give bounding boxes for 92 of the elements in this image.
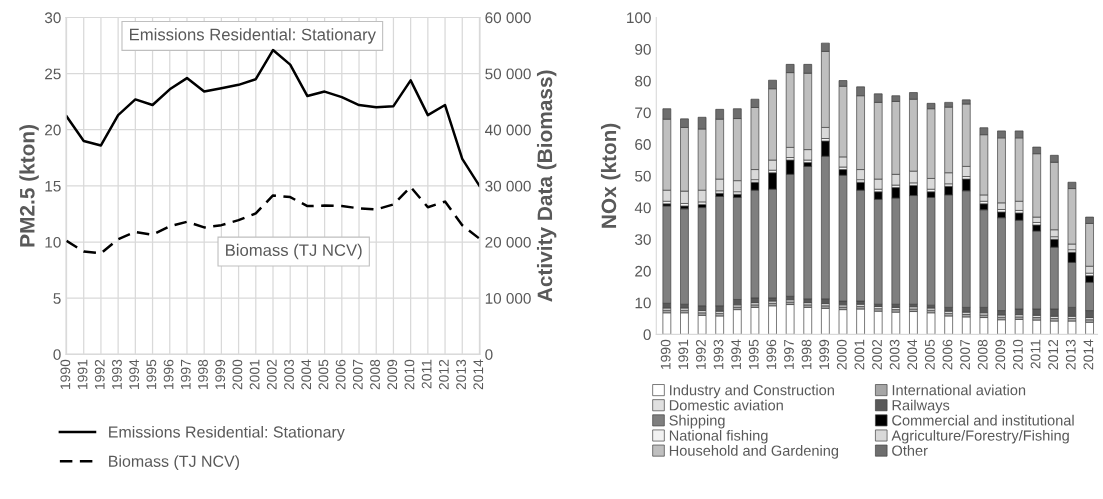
x-tick-label: 2002	[872, 339, 882, 370]
legend-label: Household and Gardening	[669, 445, 839, 459]
y-tick-label: 90	[635, 44, 651, 55]
y2-tick-label: 0	[485, 349, 493, 360]
x-tick-label: 2011	[1030, 339, 1041, 369]
x-tick-label: 2010	[1013, 339, 1023, 370]
y2-tick-label: 40 000	[485, 124, 531, 136]
y-tick-label: 60	[635, 139, 651, 150]
y-tick-label: 25	[45, 68, 61, 80]
y-tick-label: 20	[635, 265, 651, 277]
y2-tick-label: 10 000	[485, 293, 531, 304]
x-tick-label: 1996	[163, 359, 174, 389]
y-tick-label: 0	[53, 349, 61, 360]
legend-label: Railways	[892, 399, 950, 414]
x-tick-label: 1997	[180, 359, 191, 389]
x-tick-label: 1991	[77, 359, 88, 389]
x-tick-label: 2005	[318, 359, 329, 390]
y-tick-label: 30	[44, 12, 61, 24]
x-tick-label: 1997	[784, 339, 794, 370]
x-tick-label: 2006	[335, 359, 346, 390]
x-tick-label: 2008	[977, 339, 988, 370]
legend-label: Emissions Residential: Stationary	[109, 425, 345, 441]
y-axis-title: PM2.5 (kton)	[19, 124, 39, 247]
y-tick-label: 30	[635, 234, 651, 245]
x-tick-label: 1992	[695, 339, 706, 370]
y2-tick-label: 20 000	[485, 236, 531, 248]
x-tick-label: 2014	[473, 359, 484, 390]
y-tick-label: 10	[635, 297, 651, 309]
x-tick-label: 2007	[352, 359, 363, 390]
x-tick-label: 2010	[404, 359, 415, 390]
x-tick-label: 2000	[232, 359, 243, 390]
x-tick-label: 1998	[198, 359, 208, 389]
x-tick-label: 2004	[907, 339, 918, 370]
x-tick-label: 1999	[819, 339, 830, 370]
y2-axis-title: Activity Data (Biomass)	[536, 70, 557, 302]
annotation: Biomass (TJ NCV)	[226, 243, 362, 260]
y-axis-title: NOx (kton)	[600, 123, 621, 228]
x-tick-label: 1990	[660, 339, 671, 370]
legend-label: Other	[892, 445, 928, 456]
x-tick-label: 1993	[713, 339, 724, 370]
y-tick-label: 80	[635, 75, 651, 87]
x-tick-label: 2013	[456, 359, 466, 390]
x-tick-label: 2012	[438, 359, 449, 390]
x-tick-label: 1995	[748, 339, 759, 370]
y-tick-label: 100	[627, 12, 651, 24]
legend-label: Domestic aviation	[669, 399, 783, 411]
x-tick-label: 2000	[836, 339, 847, 370]
x-tick-label: 1994	[129, 359, 140, 389]
y-tick-label: 0	[643, 329, 651, 341]
legend-label: Biomass (TJ NCV)	[109, 455, 240, 471]
x-tick-label: 2009	[387, 359, 398, 390]
x-tick-label: 1994	[731, 339, 742, 370]
x-tick-label: 2002	[266, 359, 277, 390]
x-tick-label: 1999	[215, 359, 226, 389]
y-tick-label: 15	[45, 180, 61, 192]
x-tick-label: 2005	[924, 339, 935, 370]
x-tick-label: 1993	[112, 359, 122, 389]
y-tick-label: 50	[635, 170, 651, 182]
legend-label: Shipping	[669, 414, 725, 429]
x-tick-label: 2014	[1083, 339, 1094, 370]
x-tick-label: 2012	[1048, 339, 1059, 370]
x-tick-label: 2001	[249, 359, 260, 390]
x-tick-label: 2003	[284, 359, 294, 390]
legend-label: National fishing	[669, 429, 768, 444]
legend-label: Agriculture/Forestry/Fishing	[891, 429, 1069, 444]
x-tick-label: 1996	[766, 339, 777, 370]
y-tick-label: 40	[634, 202, 651, 214]
x-tick-label: 2008	[370, 359, 380, 390]
legend-label: Industry and Construction	[670, 384, 834, 399]
x-tick-label: 1990	[60, 359, 71, 389]
legend-label: Commercial and institutional	[892, 414, 1074, 426]
y-tick-label: 70	[635, 107, 651, 119]
y2-tick-label: 30 000	[485, 180, 531, 192]
y-tick-label: 5	[53, 293, 61, 304]
x-tick-label: 2006	[942, 339, 953, 370]
annotation: Emissions Residential: Stationary	[130, 28, 376, 44]
x-tick-label: 2003	[889, 339, 900, 370]
x-tick-label: 2004	[301, 359, 312, 390]
y-tick-label: 10	[45, 236, 61, 248]
y2-tick-label: 50 000	[485, 68, 531, 80]
y-tick-label: 20	[45, 124, 61, 136]
x-tick-label: 2009	[995, 339, 1006, 370]
y2-tick-label: 60 000	[485, 12, 531, 24]
x-tick-label: 1995	[146, 359, 157, 389]
x-tick-label: 2007	[960, 339, 970, 370]
x-tick-label: 1998	[801, 339, 812, 370]
x-tick-label: 1992	[94, 359, 105, 389]
x-tick-label: 2013	[1065, 339, 1076, 370]
x-tick-label: 2001	[854, 339, 865, 370]
x-tick-label: 2011	[421, 359, 432, 389]
legend-label: International aviation	[892, 384, 1026, 396]
x-tick-label: 1991	[678, 339, 689, 370]
